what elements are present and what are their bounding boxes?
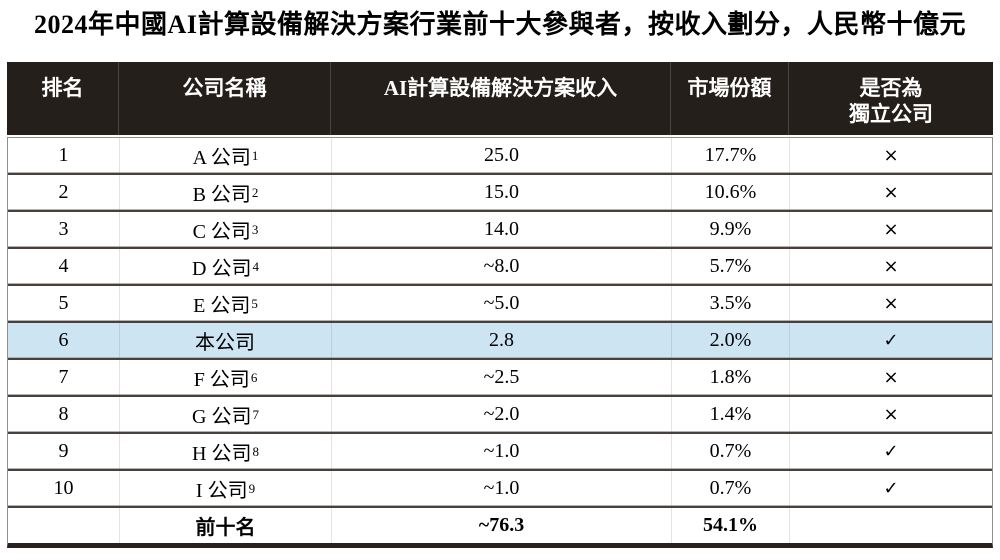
company-name: H 公司 bbox=[192, 443, 252, 466]
total-rank-cell bbox=[8, 508, 119, 543]
market-share-cell: 1.8% bbox=[671, 360, 789, 396]
company-name: D 公司 bbox=[192, 258, 252, 281]
rank-cell: 5 bbox=[58, 292, 69, 315]
top10-participants-table: 排名 公司名稱 AI計算設備解決方案收入 市場份額 是否為 獨立公司 1 A 公… bbox=[7, 62, 993, 549]
rank-cell: 8 bbox=[58, 403, 69, 426]
total-label-cell: 前十名 bbox=[119, 508, 331, 544]
rank-cell: 6 bbox=[58, 329, 69, 352]
rank-cell: 1 bbox=[58, 144, 69, 167]
revenue-cell: ~2.5 bbox=[331, 360, 671, 396]
market-share-cell: 10.6% bbox=[671, 175, 789, 211]
company-name-cell: A 公司 1 bbox=[119, 138, 331, 174]
table-row: 5 E 公司 5 ~5.0 3.5% × bbox=[8, 284, 992, 322]
table-row: 3 C 公司 3 14.0 9.9% × bbox=[8, 210, 992, 248]
company-name-cell: G 公司 7 bbox=[119, 397, 331, 433]
header-independent-line2: 獨立公司 bbox=[849, 102, 933, 127]
independent-mark: ✓ bbox=[789, 323, 992, 359]
company-name-cell: I 公司 9 bbox=[119, 471, 331, 507]
rank-cell: 10 bbox=[53, 477, 74, 500]
company-name-cell: H 公司 8 bbox=[119, 434, 331, 470]
company-name-cell: D 公司 4 bbox=[119, 249, 331, 285]
revenue-cell: 15.0 bbox=[331, 175, 671, 211]
market-share-cell: 1.4% bbox=[671, 397, 789, 433]
company-name-cell: 本公司 bbox=[119, 323, 331, 359]
table-title: 2024年中國AI計算設備解決方案行業前十大參與者，按收入劃分，人民幣十億元 bbox=[34, 10, 966, 39]
header-rank: 排名 bbox=[41, 76, 84, 101]
total-market-share-cell: 54.1% bbox=[671, 508, 789, 544]
revenue-cell: ~1.0 bbox=[331, 434, 671, 470]
table-header: 排名 公司名稱 AI計算設備解決方案收入 市場份額 是否為 獨立公司 bbox=[7, 62, 993, 136]
total-revenue-cell: ~76.3 bbox=[331, 508, 671, 544]
independent-mark: × bbox=[789, 397, 992, 433]
market-share-cell: 5.7% bbox=[671, 249, 789, 285]
table-row: 9 H 公司 8 ~1.0 0.7% ✓ bbox=[8, 432, 992, 470]
rank-cell: 3 bbox=[58, 218, 69, 241]
independent-mark: × bbox=[789, 138, 992, 174]
table-row: 2 B 公司 2 15.0 10.6% × bbox=[8, 173, 992, 211]
header-revenue: AI計算設備解決方案收入 bbox=[330, 62, 670, 136]
revenue-cell: ~2.0 bbox=[331, 397, 671, 433]
page: 2024年中國AI計算設備解決方案行業前十大參與者，按收入劃分，人民幣十億元 排… bbox=[7, 10, 993, 549]
market-share-cell: 0.7% bbox=[671, 434, 789, 470]
company-name: A 公司 bbox=[192, 147, 251, 170]
header-company-name: 公司名稱 bbox=[118, 62, 330, 136]
independent-mark: × bbox=[789, 360, 992, 396]
independent-mark: × bbox=[789, 286, 992, 322]
revenue-cell: 14.0 bbox=[331, 212, 671, 248]
independent-mark: × bbox=[789, 212, 992, 248]
revenue-cell: ~8.0 bbox=[331, 249, 671, 285]
table-row: 8 G 公司 7 ~2.0 1.4% × bbox=[8, 395, 992, 433]
revenue-cell: 2.8 bbox=[331, 323, 671, 359]
table-body: 1 A 公司 1 25.0 17.7% × 2 B 公司 2 15.0 10.6% … bbox=[7, 137, 993, 549]
company-name-cell: E 公司 5 bbox=[119, 286, 331, 322]
table-row: 10 I 公司 9 ~1.0 0.7% ✓ bbox=[8, 469, 992, 507]
rank-cell: 4 bbox=[58, 255, 69, 278]
company-name-cell: B 公司 2 bbox=[119, 175, 331, 211]
header-independent-company: 是否為 獨立公司 bbox=[788, 62, 993, 136]
independent-mark: ✓ bbox=[789, 434, 992, 470]
company-name-cell: C 公司 3 bbox=[119, 212, 331, 248]
market-share-cell: 3.5% bbox=[671, 286, 789, 322]
company-name: C 公司 bbox=[192, 221, 251, 244]
company-name: F 公司 bbox=[193, 369, 250, 392]
market-share-cell: 17.7% bbox=[671, 138, 789, 174]
rank-cell: 2 bbox=[58, 181, 69, 204]
revenue-cell: ~1.0 bbox=[331, 471, 671, 507]
table-row: 6 本公司 2.8 2.0% ✓ bbox=[8, 321, 992, 359]
rank-cell: 7 bbox=[58, 366, 69, 389]
company-name: B 公司 bbox=[192, 184, 251, 207]
company-name: E 公司 bbox=[193, 295, 251, 318]
independent-mark: × bbox=[789, 249, 992, 285]
header-independent-line1: 是否為 bbox=[859, 76, 923, 101]
company-name-cell: F 公司 6 bbox=[119, 360, 331, 396]
table-row: 1 A 公司 1 25.0 17.7% × bbox=[8, 138, 992, 174]
revenue-cell: 25.0 bbox=[331, 138, 671, 174]
total-row: 前十名 ~76.3 54.1% bbox=[8, 506, 992, 544]
rank-cell: 9 bbox=[58, 440, 69, 463]
market-share-cell: 9.9% bbox=[671, 212, 789, 248]
table-row: 4 D 公司 4 ~8.0 5.7% × bbox=[8, 247, 992, 285]
company-name: 本公司 bbox=[195, 332, 255, 355]
revenue-cell: ~5.0 bbox=[331, 286, 671, 322]
table-row: 7 F 公司 6 ~2.5 1.8% × bbox=[8, 358, 992, 396]
company-name: I 公司 bbox=[195, 480, 248, 503]
independent-mark: × bbox=[789, 175, 992, 211]
independent-mark: ✓ bbox=[789, 471, 992, 507]
market-share-cell: 0.7% bbox=[671, 471, 789, 507]
total-independent-cell bbox=[789, 508, 992, 544]
market-share-cell: 2.0% bbox=[671, 323, 789, 359]
company-name: G 公司 bbox=[192, 406, 252, 429]
header-market-share: 市場份額 bbox=[670, 62, 788, 136]
